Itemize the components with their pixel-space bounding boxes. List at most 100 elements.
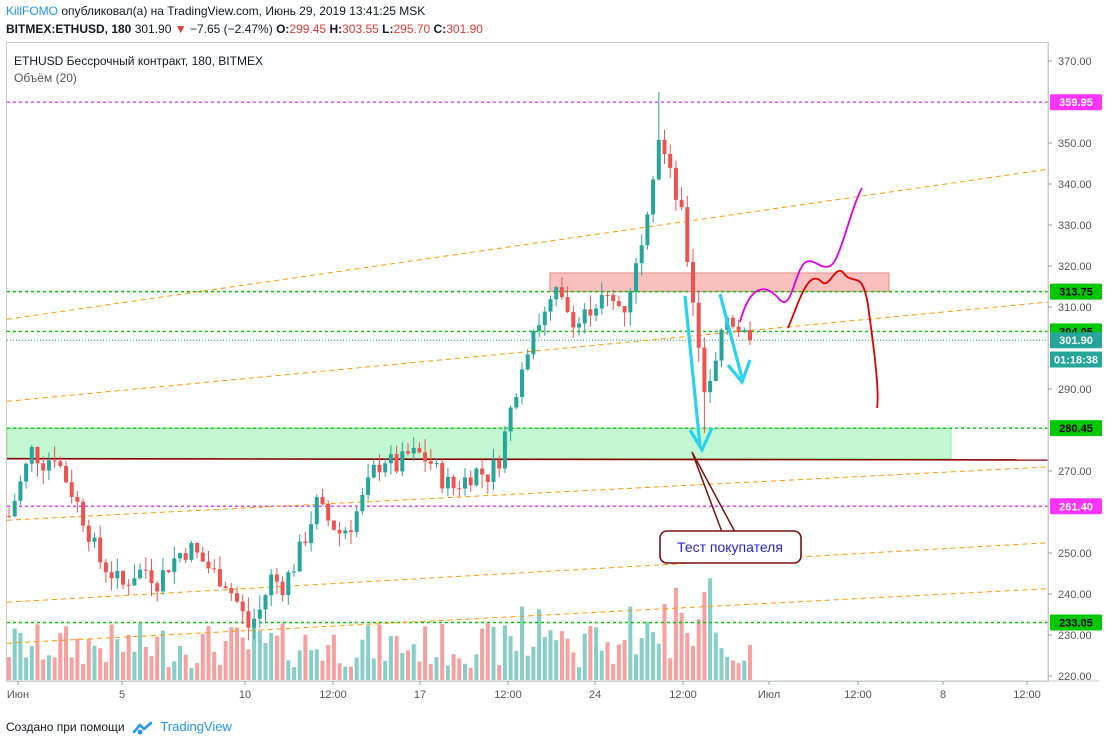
volume-bar [400, 652, 405, 680]
candle-body [508, 407, 513, 432]
candle-body [314, 497, 319, 525]
candle-body [349, 530, 353, 532]
volume-bar [195, 663, 200, 680]
volume-bar [696, 619, 701, 680]
candle-body [41, 463, 46, 471]
volume-bar [742, 660, 747, 680]
candle-body [474, 468, 479, 486]
volume-bar [240, 637, 245, 680]
candle-body [46, 460, 51, 471]
candle-body [223, 586, 228, 589]
open-value: 299.45 [289, 22, 327, 36]
price-label: 01:18:38 [1054, 354, 1098, 366]
volume-bar [457, 658, 462, 680]
candle-body [195, 542, 200, 553]
candle-body [155, 583, 160, 592]
volume-bar [103, 662, 108, 680]
candle-body [354, 511, 359, 532]
x-tick-label: Июл [758, 689, 780, 701]
zones [6, 272, 952, 460]
volume-bar [166, 667, 171, 680]
volume-bar [548, 630, 553, 680]
volume-bar [691, 645, 695, 680]
volume-bar [502, 625, 507, 680]
volume-bar [491, 626, 496, 680]
candle-body [662, 139, 667, 154]
candle-body [485, 474, 490, 482]
candle-body [115, 570, 120, 579]
candle-body [337, 529, 342, 534]
candle-body [320, 497, 325, 504]
volume-bar [440, 624, 445, 680]
time-axis: Июн 5 10 12:00 17 12:00 24 12:00 Июл 12:00 8 12:00 [7, 680, 1099, 701]
candle-body [696, 302, 701, 348]
change-value: −7.65 (−2.47%) [189, 22, 273, 36]
candle-body [525, 354, 530, 370]
price-label-box [1050, 614, 1102, 631]
volume-bar [274, 635, 279, 680]
candle-body [611, 294, 616, 302]
price-label: 280.45 [1059, 423, 1093, 435]
y-tick-label: 370.00 [1058, 56, 1092, 68]
x-tick-label: 12:00 [1013, 689, 1041, 701]
volume-bar [109, 624, 114, 680]
candle-body [178, 553, 182, 559]
author-link[interactable]: KillFOMO [6, 4, 58, 18]
volume-bar [520, 606, 524, 680]
price-label: 261.40 [1059, 501, 1093, 513]
volume-bar [531, 646, 536, 680]
candle-body [457, 488, 462, 490]
price-label: 359.95 [1059, 97, 1093, 109]
tradingview-link[interactable]: TradingView [160, 719, 232, 734]
candle-body [18, 481, 23, 501]
close-label: C: [433, 22, 447, 36]
candle-body [200, 552, 205, 562]
volume-bar [434, 657, 439, 680]
price-label-box [1050, 420, 1102, 437]
candle-body [206, 561, 211, 569]
candle-body [594, 308, 599, 316]
down-arrow-icon: ▼ [174, 22, 187, 36]
volume-bar [343, 666, 348, 680]
volume-bar [571, 652, 576, 680]
candle-body [708, 380, 713, 393]
candle-body [286, 572, 291, 595]
candle-body [172, 558, 177, 573]
volume-bar [331, 634, 336, 680]
volume-bar [126, 634, 131, 680]
candle-body [143, 569, 148, 571]
candle-body [668, 153, 673, 168]
x-tick-label: 8 [940, 689, 946, 701]
candle-body [616, 301, 621, 307]
candle-body [75, 496, 80, 502]
volume-bar [685, 633, 690, 680]
volume-bar [628, 606, 633, 680]
volume-bar [651, 632, 656, 680]
open-label: O: [276, 22, 290, 36]
volume-bar [229, 627, 234, 680]
publication-line: KillFOMO опубликовал(а) на TradingView.c… [6, 4, 425, 18]
volume-bar [463, 663, 467, 680]
low-label: L: [382, 22, 394, 36]
candle-body [35, 446, 40, 464]
candle-body [149, 570, 154, 584]
candle-body [542, 311, 547, 326]
y-tick-label: 240.00 [1058, 589, 1092, 601]
candle-body [679, 199, 684, 208]
price-label-box [1050, 283, 1102, 300]
volume-bar [189, 667, 194, 680]
candle-body [126, 584, 131, 586]
candle-body [554, 287, 559, 300]
candle-body [52, 460, 57, 462]
arrow-down-cyan-2 [718, 293, 744, 379]
volume-bar [371, 658, 376, 680]
volume-bar [223, 640, 228, 680]
candle-body [69, 482, 74, 497]
candle-body [29, 446, 34, 464]
x-tick-label: 12:00 [319, 689, 347, 701]
candle-body [628, 291, 633, 313]
y-tick-label: 350.00 [1058, 138, 1092, 150]
callout-pointer [691, 451, 737, 533]
price-label: 233.05 [1059, 617, 1093, 629]
